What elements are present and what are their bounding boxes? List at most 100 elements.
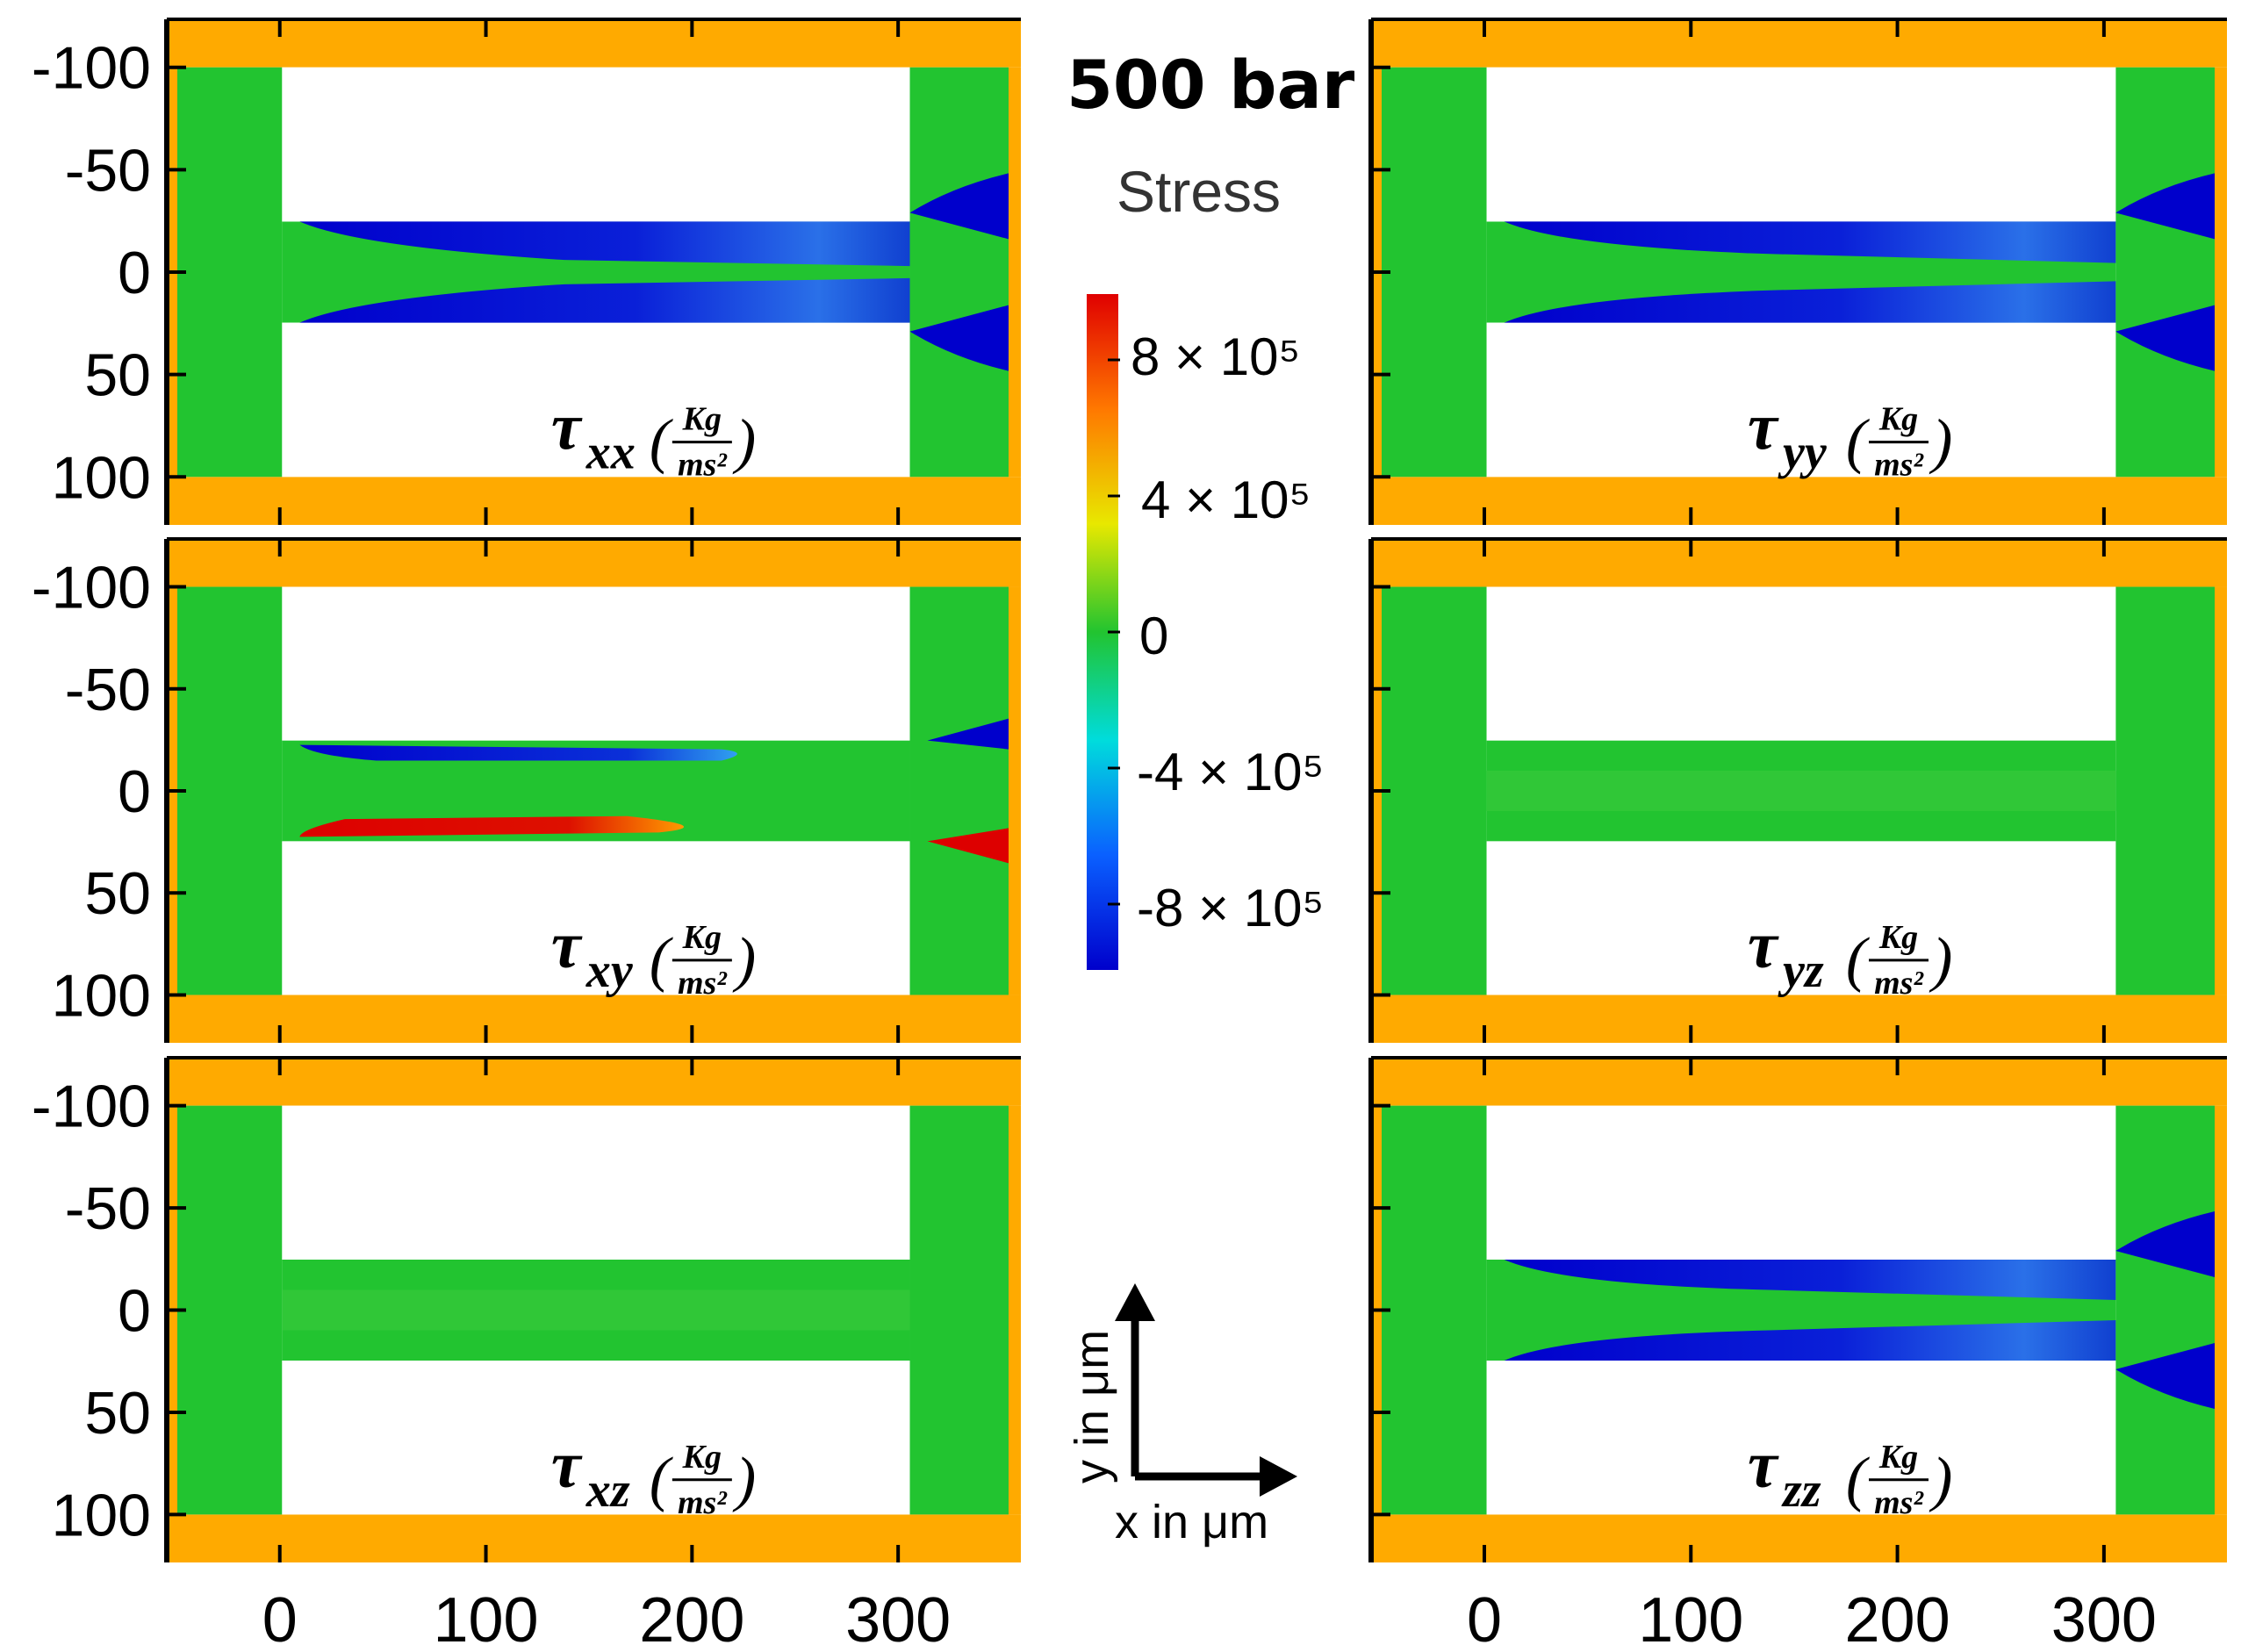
- x-axis-label: x in μm: [1115, 1496, 1268, 1548]
- tau-symbol: τ: [551, 391, 583, 464]
- outlet-blue-tip: [927, 718, 1009, 750]
- colorbar-label-neg4e5: -4 × 10⁵: [1137, 743, 1325, 801]
- right-wall-edge: [2215, 586, 2227, 995]
- unit-numerator: Kg: [1878, 1439, 1918, 1476]
- right-wall-edge: [1009, 586, 1021, 995]
- lower-blue-band: [1504, 281, 2116, 323]
- tau-subscript: xx: [585, 426, 636, 480]
- lower-blue-band: [1504, 1320, 2116, 1361]
- y-tick-label: 50: [84, 342, 151, 409]
- right-wall-edge: [1009, 67, 1021, 478]
- paren-close: ): [732, 408, 756, 476]
- panel-txy: -100 -50 0 50 100 τ xy (Kg ms²): [32, 537, 1021, 1043]
- axes-indicator: [1131, 1299, 1282, 1481]
- outlet-region: [909, 67, 1009, 478]
- panel-txz: -100 -50 0 50 100 τ xz (Kg ms²): [32, 1056, 1021, 1562]
- outlet-lower-jet: [909, 305, 1009, 371]
- stress-component-label: τ zz (Kg ms²): [1748, 1428, 1952, 1521]
- outlet-region: [2115, 586, 2215, 995]
- tau-subscript: yy: [1778, 426, 1828, 480]
- tau-subscript: zz: [1781, 1463, 1821, 1518]
- top-wall: [1371, 539, 2227, 587]
- tau-symbol: τ: [551, 1428, 583, 1502]
- tau-subscript: xz: [585, 1463, 630, 1518]
- colorbar-label-0: 0: [1139, 607, 1169, 665]
- upper-solid: [282, 67, 910, 222]
- paren-open: (: [650, 926, 673, 994]
- x-tick-label: 300: [845, 1585, 951, 1652]
- y-tick-label: 50: [84, 1380, 151, 1447]
- outlet-upper-jet: [2115, 1211, 2215, 1277]
- lower-solid: [282, 1361, 910, 1515]
- unit-denominator: ms²: [678, 447, 728, 484]
- tau-symbol: τ: [1748, 909, 1779, 982]
- lower-solid: [282, 841, 910, 995]
- y-tick-label: 0: [118, 1278, 151, 1345]
- channel-shading: [282, 1289, 910, 1331]
- unit-denominator: ms²: [1874, 1484, 1924, 1521]
- panel-tzz: τ zz (Kg ms²): [1368, 1056, 2227, 1562]
- x-tick-label: 0: [262, 1585, 298, 1652]
- unit-numerator: Kg: [1878, 401, 1918, 438]
- tau-symbol: τ: [1748, 391, 1779, 464]
- bottom-wall: [1371, 995, 2227, 1043]
- tau-symbol: τ: [1748, 1428, 1779, 1502]
- y-tick-label: 0: [118, 240, 151, 306]
- paren-open: (: [1846, 926, 1870, 994]
- upper-blue-band: [1504, 221, 2116, 263]
- top-wall: [1371, 19, 2227, 68]
- outlet-upper-jet: [2115, 173, 2215, 240]
- colorbar-label-neg8e5: -8 × 10⁵: [1137, 879, 1325, 937]
- upper-blue-band: [299, 221, 910, 267]
- paren-open: (: [1846, 1446, 1870, 1513]
- pressure-title: 500 bar: [1067, 46, 1355, 124]
- x-tick-label: 300: [2051, 1585, 2157, 1652]
- channel-shading: [1486, 771, 2116, 811]
- x-arrow-icon: [1260, 1456, 1297, 1497]
- inlet-region: [177, 67, 283, 478]
- y-tick-label: 0: [118, 758, 151, 825]
- right-wall-edge: [1009, 1105, 1021, 1515]
- upper-solid: [1486, 67, 2116, 222]
- stress-label: Stress: [1117, 159, 1282, 224]
- inlet-region: [1382, 1105, 1487, 1515]
- lower-solid: [1486, 841, 2116, 995]
- bottom-wall: [167, 1514, 1021, 1562]
- y-tick-label: 100: [52, 1482, 151, 1548]
- outlet-region: [2115, 67, 2215, 478]
- paren-close: ): [1929, 1446, 1952, 1513]
- y-axis-label: y in μm: [1066, 1330, 1118, 1483]
- x-tick-label: 200: [639, 1585, 744, 1652]
- panel-tyz: τ yz (Kg ms²): [1368, 537, 2227, 1043]
- paren-close: ): [732, 1446, 756, 1513]
- x-tick-label: 0: [1467, 1585, 1502, 1652]
- inlet-region: [177, 1105, 283, 1515]
- stress-component-label: τ yz (Kg ms²): [1748, 909, 1952, 1002]
- y-tick-label: -100: [32, 555, 151, 621]
- inlet-region: [177, 586, 283, 995]
- colorbar-label-8e5: 8 × 10⁵: [1131, 327, 1301, 386]
- y-tick-label: -50: [65, 1175, 151, 1242]
- x-tick-label: 100: [433, 1585, 538, 1652]
- panel-tyy: τ yy (Kg ms²): [1368, 18, 2227, 525]
- paren-close: ): [1929, 926, 1952, 994]
- inlet-region: [1382, 67, 1487, 478]
- paren-close: ): [1929, 408, 1952, 476]
- stress-component-label: τ xy (Kg ms²): [551, 909, 756, 1002]
- upper-blue-band: [1504, 1260, 2116, 1300]
- tau-subscript: xy: [585, 944, 634, 998]
- x-tick-label: 100: [1638, 1585, 1743, 1652]
- unit-numerator: Kg: [682, 1439, 722, 1476]
- top-wall: [167, 539, 1021, 587]
- stress-component-label: τ xx (Kg ms²): [551, 391, 756, 484]
- lower-blue-band: [299, 277, 910, 323]
- unit-numerator: Kg: [682, 401, 722, 438]
- top-wall: [1371, 1058, 2227, 1106]
- unit-numerator: Kg: [1878, 919, 1918, 956]
- upper-solid: [282, 1105, 910, 1260]
- bottom-wall: [167, 477, 1021, 525]
- colorbar-label-4e5: 4 × 10⁵: [1141, 470, 1311, 529]
- upper-blue-lobe: [299, 744, 737, 761]
